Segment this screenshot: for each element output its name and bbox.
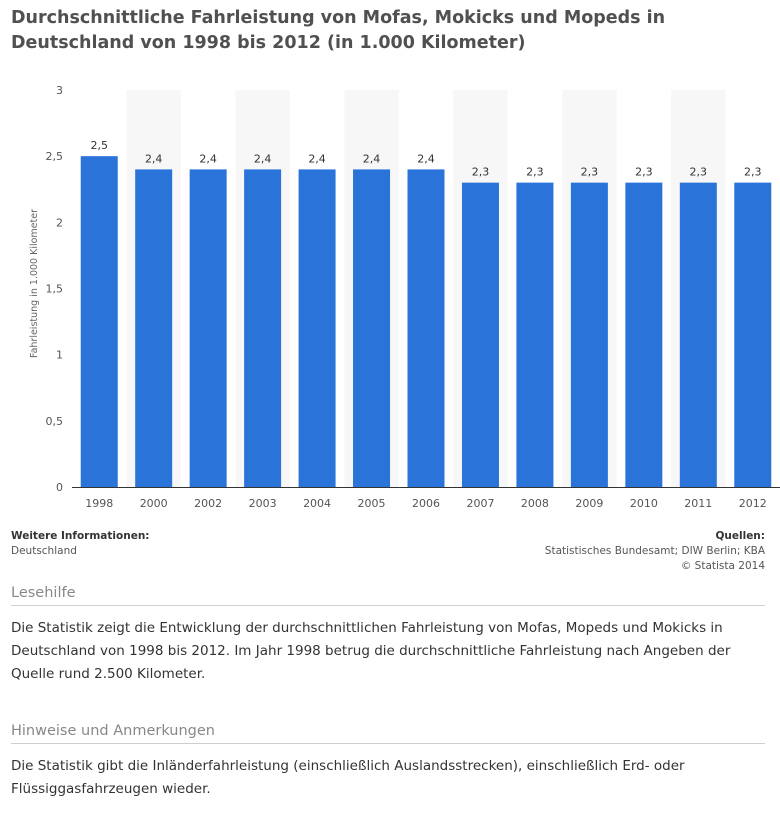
data-label: 2,4 <box>145 152 163 165</box>
data-label: 2,4 <box>363 152 381 165</box>
data-label: 2,3 <box>472 166 490 179</box>
bar-chart: 00,511,522,53 2,52,4 2,4 2,4 2,4 2,4 2,42,3 2,… <box>29 84 780 510</box>
x-tick-label: 2000 <box>140 497 168 510</box>
data-label: 2,4 <box>308 152 326 165</box>
y-axis-label: Fahrleistung in 1.000 Kilometer <box>29 209 40 358</box>
bar <box>244 169 282 487</box>
y-tick-label: 1,5 <box>46 283 64 296</box>
lesehilfe-divider <box>11 605 765 606</box>
x-tick-label: 1998 <box>85 497 113 510</box>
copyright-text: © Statista 2014 <box>680 560 765 572</box>
x-tick-label: 2002 <box>194 497 222 510</box>
sources: Quellen: Statistisches Bundesamt; DIW Be… <box>545 529 765 574</box>
bar <box>80 156 118 487</box>
hinweise-text: Die Statistik gibt die Inländerfahrleist… <box>11 758 685 797</box>
lesehilfe-heading: Lesehilfe <box>11 585 76 601</box>
x-tick-label: 2008 <box>521 497 549 510</box>
y-tick-label: 2 <box>56 216 63 229</box>
bar <box>461 182 499 487</box>
further-info-heading: Weitere Informationen: <box>11 530 150 542</box>
hinweise-divider <box>11 743 765 744</box>
x-tick-label: 2010 <box>630 497 658 510</box>
x-tick-label: 2004 <box>303 497 331 510</box>
bar <box>625 182 663 487</box>
x-tick-label: 2006 <box>412 497 440 510</box>
x-axis-ticks: 1998 2000 2002 2003 2004 2005 2006 2007 2008 2009… <box>85 497 767 510</box>
x-tick-label: 2011 <box>684 497 712 510</box>
y-tick-label: 1 <box>56 349 63 362</box>
bar <box>189 169 227 487</box>
x-tick-label: 2012 <box>739 497 767 510</box>
y-tick-label: 0,5 <box>46 415 64 428</box>
sources-text: Statistisches Bundesamt; DIW Berlin; KBA <box>544 545 765 557</box>
data-label: 2,4 <box>417 152 435 165</box>
data-label: 2,4 <box>254 152 272 165</box>
x-tick-label: 2003 <box>249 497 277 510</box>
y-axis-ticks: 0 0,5 1 1,5 2 2,5 3 <box>46 84 64 494</box>
hinweise-heading: Hinweise und Anmerkungen <box>11 723 215 739</box>
x-tick-label: 2009 <box>575 497 603 510</box>
y-tick-label: 2,5 <box>46 150 64 163</box>
bar <box>679 182 717 487</box>
bar <box>407 169 445 487</box>
sources-heading: Quellen: <box>715 530 765 542</box>
y-tick-label: 0 <box>56 481 63 494</box>
lesehilfe-text: Die Statistik zeigt die Entwicklung der … <box>11 620 731 682</box>
x-tick-label: 2005 <box>358 497 386 510</box>
data-label: 2,3 <box>526 166 544 179</box>
data-label: 2,5 <box>90 139 108 152</box>
data-label: 2,3 <box>635 166 653 179</box>
bars <box>80 156 772 487</box>
bar <box>135 169 173 487</box>
bar <box>734 182 772 487</box>
bar <box>516 182 554 487</box>
data-label: 2,3 <box>581 166 599 179</box>
bar <box>570 182 608 487</box>
data-label: 2,3 <box>690 166 708 179</box>
y-tick-label: 3 <box>56 84 63 97</box>
data-labels: 2,5 2,4 2,4 2,4 2,4 2,4 2,4 2,3 2,3 2,3 2,3 2,3 2,3 <box>90 139 761 178</box>
further-info-text: Deutschland <box>11 545 77 557</box>
further-info: Weitere Informationen: Deutschland <box>11 529 150 559</box>
bar <box>353 169 391 487</box>
bar <box>298 169 336 487</box>
data-label: 2,3 <box>744 166 762 179</box>
chart-title: Durchschnittliche Fahrleistung von Mofas… <box>11 8 666 53</box>
x-tick-label: 2007 <box>466 497 494 510</box>
data-label: 2,4 <box>199 152 217 165</box>
